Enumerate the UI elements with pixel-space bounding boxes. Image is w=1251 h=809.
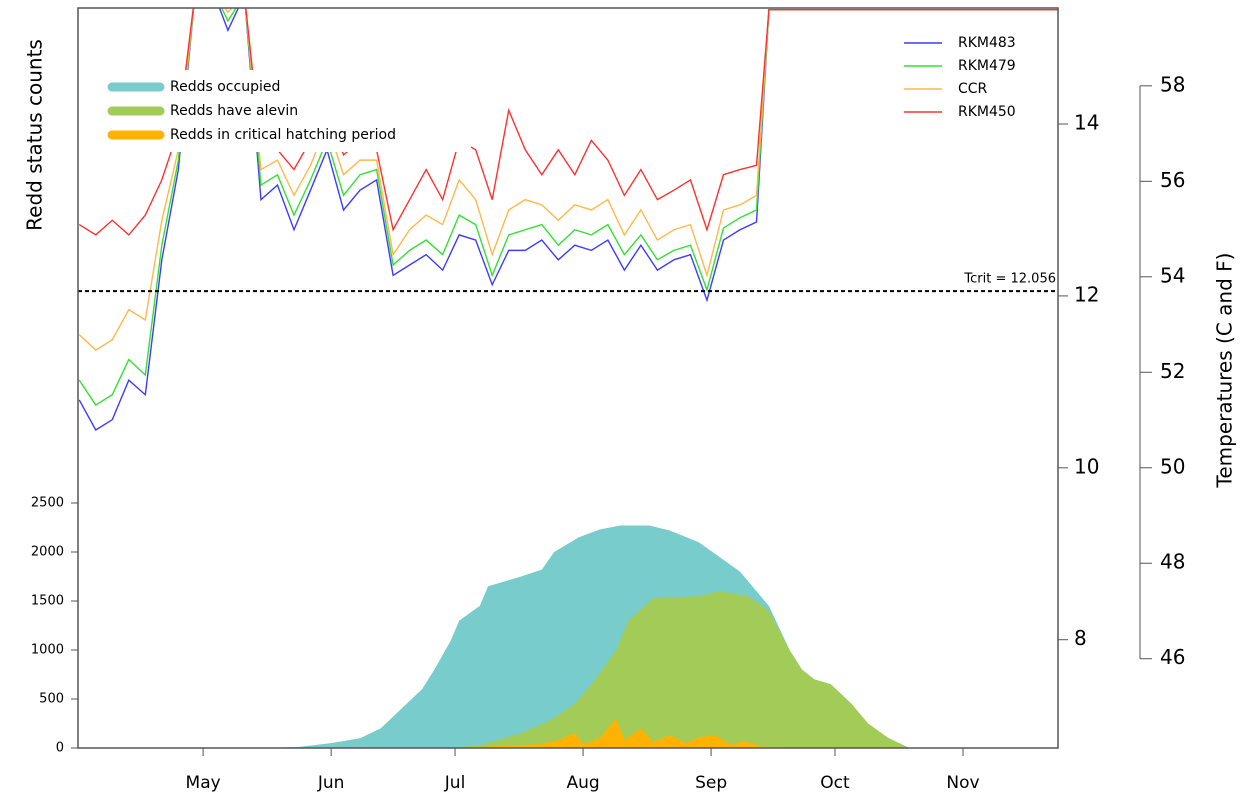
temperature-line xyxy=(78,8,1058,236)
legend-label: RKM483 xyxy=(958,35,1016,51)
plot-frame xyxy=(77,7,1059,749)
x-tick-label: Nov xyxy=(946,773,979,793)
axes: 0 500 1000 1500 2000 2500 May Jun Jul Aug Sep Oct No… xyxy=(23,7,1237,793)
y2-tick-label: 50 xyxy=(1160,454,1185,478)
area-layer xyxy=(260,525,910,748)
legend-label: Redds have alevin xyxy=(170,103,298,119)
line-legend: RKM483 RKM479 CCR RKM450 xyxy=(904,35,1016,120)
x-tick-label: Aug xyxy=(566,773,599,793)
y-tick-label: 14 xyxy=(1074,111,1099,135)
y2-tick-label: 46 xyxy=(1160,645,1185,669)
y2-tick-label: 58 xyxy=(1160,72,1185,96)
y2-tick-label: 48 xyxy=(1160,550,1185,574)
area-legend: Redds occupied Redds have alevin Redds in … xyxy=(103,70,471,152)
legend-label: Redds occupied xyxy=(170,79,280,95)
temperature-line xyxy=(78,8,1058,407)
area xyxy=(450,591,910,748)
y-tick-label: 2500 xyxy=(31,495,64,510)
temperature-line xyxy=(78,8,1058,351)
legend-label: RKM479 xyxy=(958,58,1016,74)
x-tick-label: Sep xyxy=(695,773,727,793)
y2-axis-title: Temperatures (C and F) xyxy=(1213,253,1237,489)
area xyxy=(459,718,774,748)
y2-tick-label: 56 xyxy=(1160,168,1185,192)
x-tick-label: Jul xyxy=(444,773,466,793)
y2-tick-label: 54 xyxy=(1160,263,1185,287)
y-axis-title: Redd status counts xyxy=(23,39,47,231)
y-tick-label: 2000 xyxy=(31,544,64,559)
y-tick-label: 500 xyxy=(39,691,64,706)
legends: Redds occupied Redds have alevin Redds in … xyxy=(103,35,1016,152)
y2-tick-label: 52 xyxy=(1160,359,1185,383)
x-tick-label: Jun xyxy=(317,773,345,793)
y-tick-label: 10 xyxy=(1074,454,1099,478)
y-tick-label: 1000 xyxy=(31,642,64,657)
legend-label: CCR xyxy=(958,81,988,97)
threshold-label: Tcrit = 12.056 xyxy=(963,272,1056,287)
y-tick-label: 0 xyxy=(56,741,64,756)
legend-label: Redds in critical hatching period xyxy=(170,127,396,143)
legend-label: RKM450 xyxy=(958,104,1016,120)
temperature-line xyxy=(78,8,1058,431)
x-tick-label: Oct xyxy=(820,773,850,793)
y-tick-label: 8 xyxy=(1074,626,1087,650)
line-layer xyxy=(78,8,1058,431)
y-tick-label: 12 xyxy=(1074,282,1099,306)
x-tick-label: May xyxy=(186,773,221,793)
y-tick-label: 1500 xyxy=(31,593,64,608)
